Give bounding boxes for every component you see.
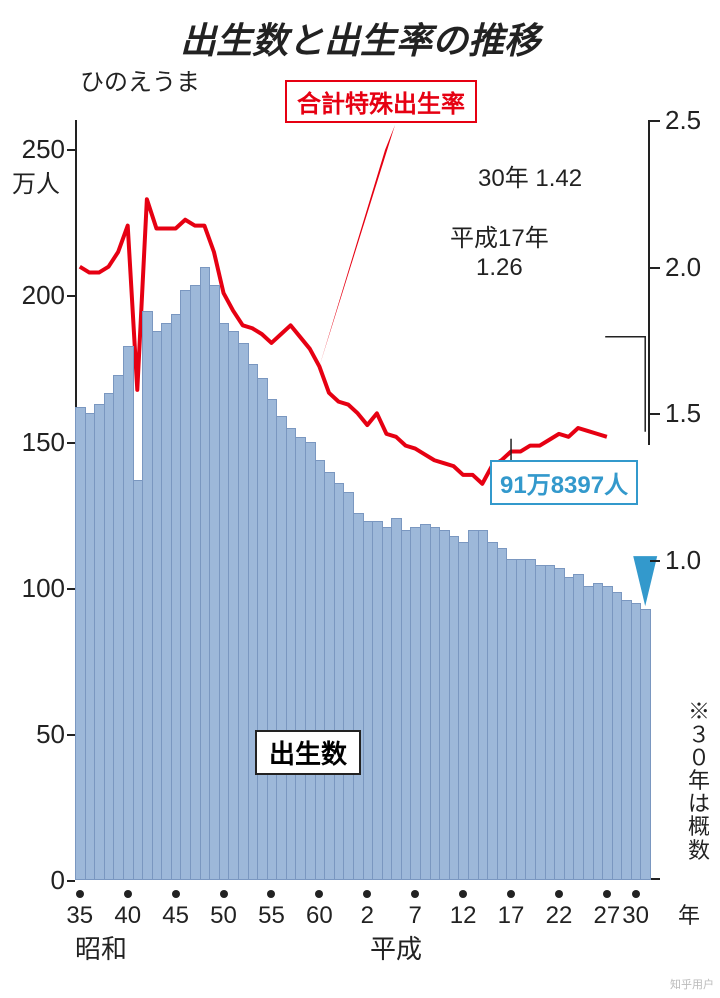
ytick-right: 2.0 (665, 252, 710, 283)
chart-title: 出生数と出生率の推移 (180, 12, 540, 64)
rate-legend-box: 合計特殊出生率 (285, 80, 477, 123)
ytick-right: 1.5 (665, 398, 710, 429)
births-legend-box: 出生数 (255, 730, 361, 775)
xtick: 35 (66, 902, 93, 930)
xtick: 17 (498, 902, 525, 930)
annotation-h17: 平成17年 1.26 (450, 225, 549, 283)
rate-arrow (319, 125, 395, 366)
annotation-h17-line2: 1.26 (476, 254, 523, 281)
y-unit-left: 万人 (12, 164, 60, 199)
xtick: 60 (306, 902, 333, 930)
births-pointer (633, 556, 657, 606)
final-births-callout: 91万8397人 (490, 460, 638, 505)
xtick: 27 (594, 902, 621, 930)
ytick-right: 2.5 (665, 105, 710, 136)
year-suffix: 年 (678, 898, 700, 930)
ytick-left: 150 (10, 427, 65, 458)
xtick: 22 (546, 902, 573, 930)
xtick: 30 (622, 902, 649, 930)
xtick: 50 (210, 902, 237, 930)
footnote-vertical: ※３０年は概数 (688, 700, 712, 862)
ytick-left: 250 (10, 134, 65, 165)
xtick: 55 (258, 902, 285, 930)
annotation-hinoeunma: ひのえうま (80, 62, 200, 97)
ytick-left: 0 (10, 865, 65, 896)
xtick: 7 (409, 902, 422, 930)
ytick-right: 1.0 (665, 545, 710, 576)
bar (640, 609, 651, 880)
era-showa: 昭和 (75, 929, 127, 966)
ytick-left: 100 (10, 573, 65, 604)
ytick-left: 50 (10, 719, 65, 750)
xtick: 2 (361, 902, 374, 930)
xtick: 45 (162, 902, 189, 930)
era-heisei: 平成 (370, 929, 422, 966)
xtick: 40 (114, 902, 141, 930)
xtick: 12 (450, 902, 477, 930)
ytick-left: 200 (10, 280, 65, 311)
annotation-h30: 30年 1.42 (478, 165, 582, 194)
annotation-h17-line1: 平成17年 (450, 225, 549, 252)
watermark: 知乎用户 (670, 976, 714, 992)
chart-container: 出生数と出生率の推移 ひのえうま 合計特殊出生率 出生数 91万8397人 30… (0, 0, 720, 998)
